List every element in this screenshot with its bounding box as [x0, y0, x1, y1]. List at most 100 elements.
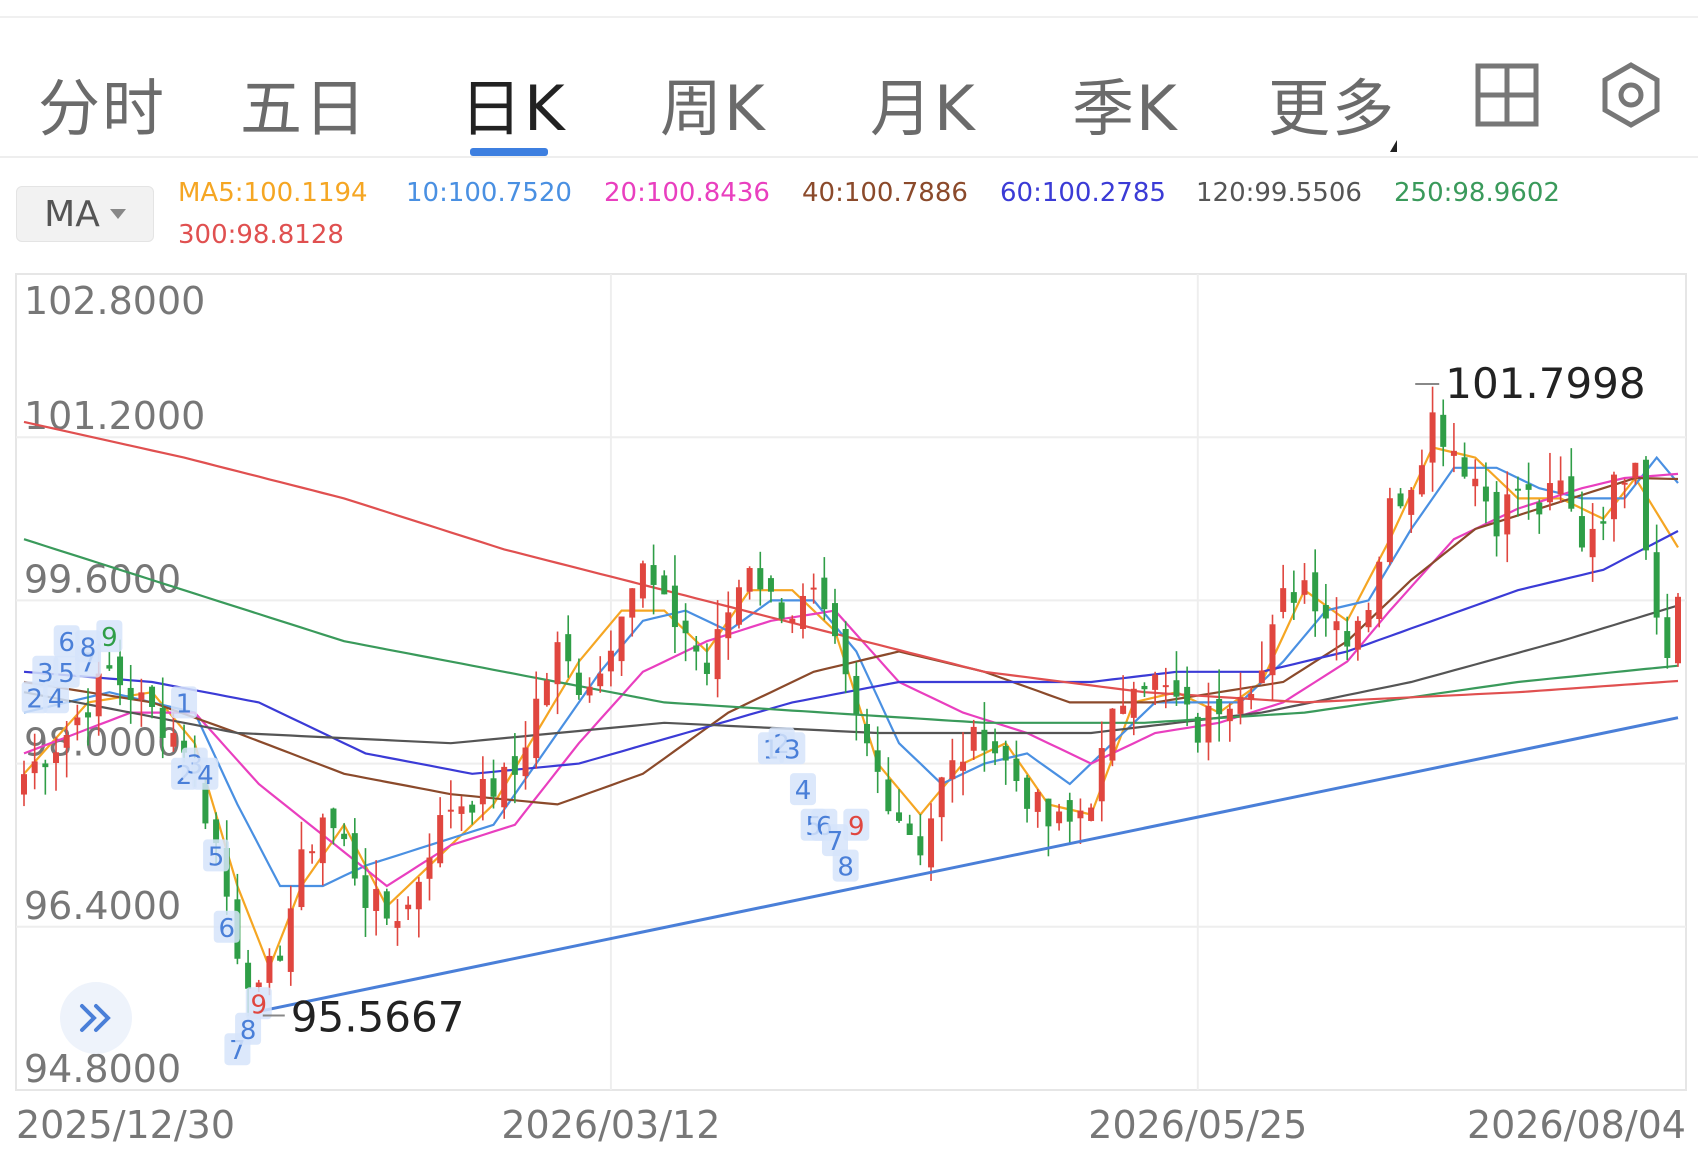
tab-fenshi[interactable]: 分时 — [38, 72, 167, 145]
candle-body — [383, 891, 390, 919]
candle-body — [693, 645, 700, 652]
candle-body — [31, 761, 38, 774]
candle-body — [1642, 459, 1649, 551]
candle-body — [917, 836, 924, 856]
td-marker-label: 1 — [176, 689, 193, 719]
candle-body — [1141, 685, 1148, 690]
td-marker-label: 4 — [48, 684, 65, 714]
ma20-value: 20:100.8436 — [604, 178, 770, 208]
td-marker-box — [779, 732, 806, 765]
candle-body — [714, 629, 721, 680]
candle-body — [1162, 685, 1169, 688]
candle-body — [949, 760, 956, 780]
candle-body — [1365, 610, 1372, 628]
candle-body — [1557, 480, 1564, 495]
tabs-divider — [0, 156, 1698, 158]
tab-jik[interactable]: 季K — [1072, 72, 1179, 145]
candle-body — [42, 763, 49, 768]
candle-body — [533, 698, 540, 759]
active-tab-indicator — [470, 148, 548, 156]
ma-line-ma20 — [23, 472, 1679, 888]
ma120-value: 120:99.5506 — [1196, 178, 1362, 208]
candle-body — [543, 680, 550, 706]
candle-body — [1621, 482, 1628, 485]
candle-body — [1077, 810, 1084, 819]
tab-wuri[interactable]: 五日 — [240, 72, 369, 145]
candle-body — [1461, 457, 1468, 477]
candle-body — [1322, 604, 1329, 619]
candle-body — [1173, 680, 1180, 697]
double-chevron-right-icon[interactable] — [60, 982, 132, 1054]
candle-body — [1056, 811, 1063, 824]
dropdown-caret-icon — [109, 209, 126, 219]
more-caret-icon — [1390, 140, 1397, 152]
candle-body — [1440, 414, 1447, 447]
tab-zhouk[interactable]: 周K — [660, 72, 767, 145]
td-marker-label: 4 — [197, 761, 214, 791]
candle-body — [1184, 686, 1191, 705]
ma-line-ma60 — [23, 530, 1679, 775]
ma-selector[interactable]: MA — [16, 186, 154, 242]
tab-more[interactable]: 更多 — [1268, 72, 1397, 145]
td-marker-label: 8 — [80, 633, 97, 663]
candle-body — [21, 774, 27, 795]
candle-body — [1568, 476, 1575, 509]
y-tick-label: 96.4000 — [24, 884, 181, 928]
candle-body — [1344, 631, 1351, 647]
candle-body — [1216, 698, 1223, 715]
candle-body — [831, 603, 838, 637]
candle-body — [821, 577, 828, 610]
candle-body — [725, 612, 732, 639]
candle-body — [255, 982, 262, 988]
candle-body — [1653, 552, 1660, 618]
candle-body — [202, 782, 209, 824]
td-marker-label: 8 — [837, 853, 854, 883]
candle-body — [479, 778, 486, 805]
candle-body — [1664, 617, 1671, 658]
candle-body — [266, 955, 273, 983]
candle-body — [1066, 800, 1073, 822]
candle-body — [992, 741, 999, 754]
candle-body — [597, 673, 604, 687]
candle-body — [554, 642, 561, 685]
ma-line-ma120 — [23, 604, 1679, 745]
candle-body — [1152, 674, 1159, 690]
x-tick-label: 2026/05/25 — [1088, 1103, 1307, 1147]
td-marker-label: 5 — [208, 842, 225, 872]
y-tick-label: 102.8000 — [24, 279, 205, 323]
candle-body — [1493, 491, 1500, 537]
ma60-value: 60:100.2785 — [1000, 178, 1166, 208]
candle-body — [341, 833, 348, 840]
candle-body — [213, 819, 220, 844]
candle-body — [1280, 588, 1287, 612]
candle-body — [1610, 474, 1617, 520]
candle-body — [607, 650, 614, 672]
candle-body — [298, 849, 305, 908]
grid-icon[interactable] — [1472, 60, 1542, 130]
candle-body — [618, 616, 625, 662]
candle-body — [362, 875, 369, 908]
ma-line-ma300 — [23, 420, 1679, 704]
td-marker-label: 6 — [58, 628, 75, 658]
plot-frame — [15, 273, 1687, 1091]
candle-body — [1600, 521, 1607, 524]
settings-icon[interactable] — [1596, 60, 1666, 130]
td-marker-label: 6 — [218, 914, 235, 944]
candle-body — [469, 804, 476, 813]
tab-yuek[interactable]: 月K — [870, 72, 977, 145]
ma300-value: 300:98.8128 — [178, 220, 344, 250]
candle-body — [586, 686, 593, 696]
candle-body — [1120, 705, 1127, 714]
candle-body — [565, 634, 572, 662]
candle-body — [1472, 478, 1479, 487]
candle-body — [1002, 745, 1009, 761]
td-marker-box — [75, 630, 102, 663]
candle-body — [447, 809, 454, 812]
td-marker-label: 9 — [101, 623, 118, 653]
ma40-value: 40:100.7886 — [802, 178, 968, 208]
candle-body — [629, 588, 636, 618]
tab-rik[interactable]: 日K — [460, 72, 567, 145]
candle-body — [1024, 777, 1031, 809]
candle-body — [1354, 620, 1361, 650]
